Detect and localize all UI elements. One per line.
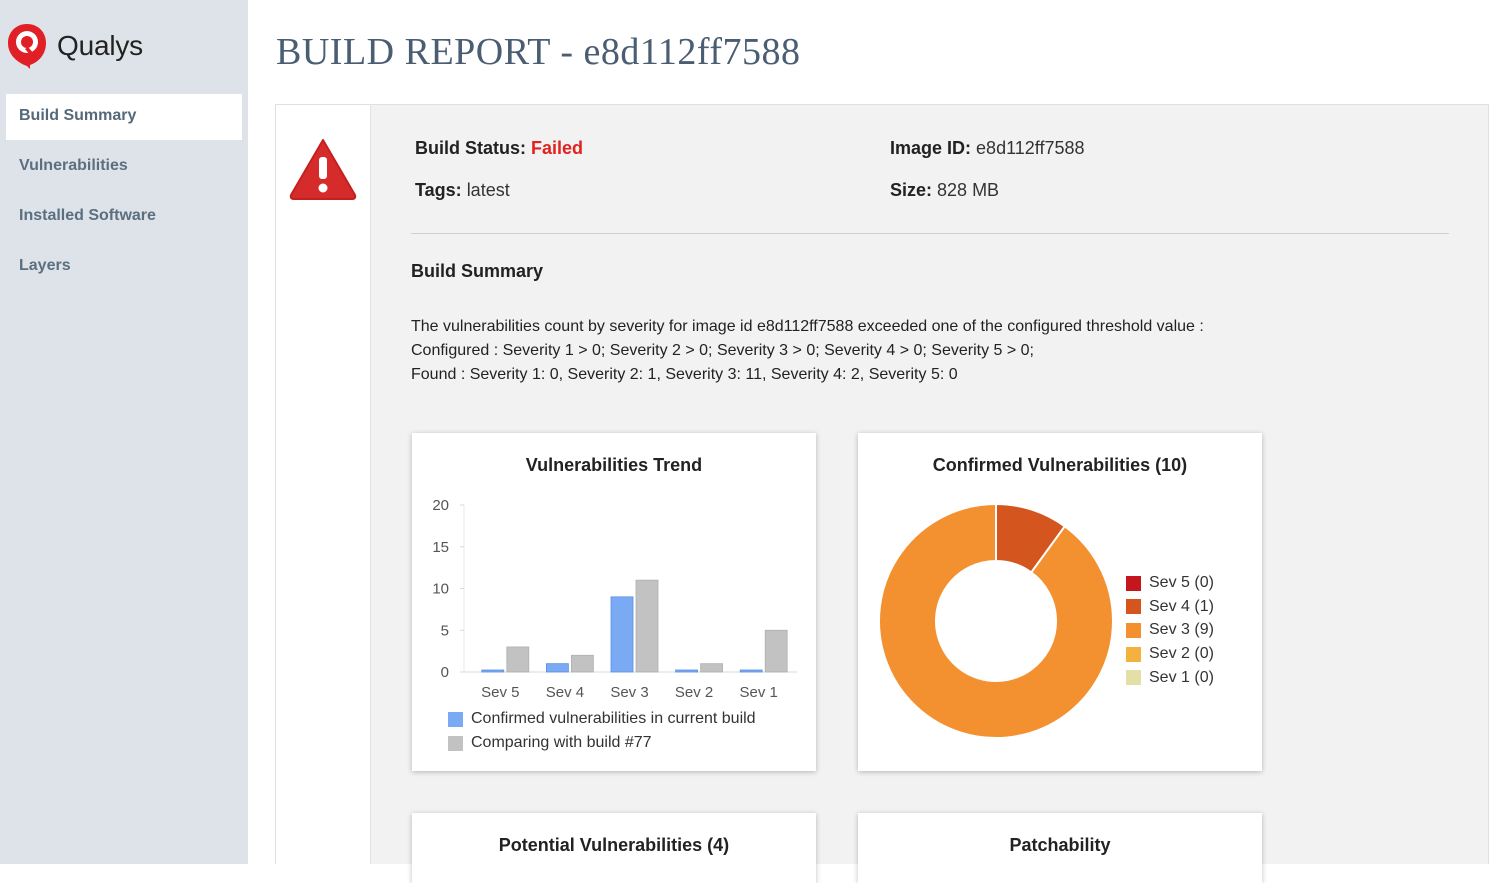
legend-label: Sev 2 (0): [1149, 645, 1214, 663]
sidebar-item-build-summary[interactable]: Build Summary: [6, 94, 242, 140]
legend-label: Sev 5 (0): [1149, 574, 1214, 591]
page-title: BUILD REPORT - e8d112ff7588: [276, 31, 801, 73]
bar-current-sev-5[interactable]: [481, 669, 505, 673]
image-id-label: Image ID:: [890, 138, 972, 158]
sidebar-item-installed-software[interactable]: Installed Software: [19, 207, 156, 224]
sidebar-item-vulnerabilities[interactable]: Vulnerabilities: [19, 157, 128, 174]
bar-comparison-sev-4[interactable]: [570, 654, 594, 673]
legend-swatch-current: [448, 711, 463, 727]
donut-legend-item-sev-4[interactable]: Sev 4 (1): [1126, 598, 1214, 616]
bar-current-sev-4[interactable]: [545, 663, 569, 673]
divider: [411, 233, 1449, 234]
potential-vulnerabilities-card: Potential Vulnerabilities (4): [412, 813, 816, 883]
legend-label-current: Confirmed vulnerabilities in current bui…: [471, 710, 756, 727]
vulnerabilities-trend-title: Vulnerabilities Trend: [525, 455, 703, 475]
bar-current-sev-1[interactable]: [739, 669, 763, 673]
size-label: Size:: [890, 180, 933, 200]
confirmed-vulnerabilities-donut: [878, 502, 1114, 739]
size-value: 828 MB: [937, 180, 1000, 200]
qualys-logo[interactable]: Qualys: [6, 22, 143, 70]
bar-current-sev-2[interactable]: [675, 669, 699, 673]
image-size: Size: 828 MB: [890, 180, 999, 201]
donut-legend-item-sev-5[interactable]: Sev 5 (0): [1126, 574, 1214, 592]
sidebar-nav: Build Summary Vulnerabilities Installed …: [6, 94, 242, 294]
build-status-value: Failed: [531, 138, 584, 158]
tags-value: latest: [466, 180, 510, 200]
bar-comparison-sev-2[interactable]: [700, 663, 724, 673]
donut-slice-sev-3[interactable]: [878, 502, 1114, 739]
confirmed-vulnerabilities-title: Confirmed Vulnerabilities (10): [932, 455, 1188, 475]
bar-comparison-sev-3[interactable]: [635, 579, 659, 673]
patchability-title: Patchability: [1009, 835, 1111, 855]
warning-icon: [289, 139, 357, 200]
x-tick-label: Sev 5: [481, 684, 519, 701]
y-tick-label: 20: [432, 497, 449, 514]
donut-legend-item-sev-2[interactable]: Sev 2 (0): [1126, 645, 1214, 663]
legend-swatch: [1126, 670, 1141, 686]
legend-label: Sev 4 (1): [1149, 597, 1214, 615]
summary-line-configured: Configured : Severity 1 > 0; Severity 2 …: [411, 342, 1034, 359]
legend-swatch: [1126, 575, 1141, 591]
status-icon-column: [276, 105, 371, 864]
build-status-label: Build Status:: [415, 138, 526, 158]
legend-item-comparison-build[interactable]: Comparing with build #77: [448, 734, 652, 752]
image-id-value: e8d112ff7588: [976, 138, 1085, 158]
patchability-card: Patchability: [858, 813, 1262, 883]
vulnerabilities-trend-card: Vulnerabilities Trend 0 5 10 15 20 Sev 5 Sev 4…: [412, 433, 816, 771]
legend-label: Sev 3 (9): [1149, 621, 1214, 639]
summary-line-threshold: The vulnerabilities count by severity fo…: [411, 318, 1204, 335]
build-tags: Tags: latest: [415, 180, 510, 201]
summary-line-found: Found : Severity 1: 0, Severity 2: 1, Se…: [411, 366, 958, 383]
tags-label: Tags:: [415, 180, 462, 200]
legend-label-comparison: Comparing with build #77: [471, 734, 652, 751]
legend-swatch-comparison: [448, 735, 463, 751]
sidebar: Qualys Build Summary Vulnerabilities Ins…: [0, 0, 248, 864]
legend-label: Sev 1 (0): [1149, 668, 1214, 686]
build-summary-text: The vulnerabilities count by severity fo…: [411, 315, 1204, 387]
x-tick-label: Sev 2: [675, 684, 713, 701]
build-details: Build Status: Failed Tags: latest Image …: [371, 105, 1488, 883]
build-status: Build Status: Failed: [415, 138, 583, 159]
build-summary-heading: Build Summary: [411, 261, 544, 281]
y-tick-label: 10: [432, 581, 449, 598]
build-report-panel: Build Status: Failed Tags: latest Image …: [275, 104, 1489, 883]
image-id: Image ID: e8d112ff7588: [890, 138, 1085, 159]
bar-comparison-sev-1[interactable]: [764, 629, 788, 673]
donut-legend-item-sev-1[interactable]: Sev 1 (0): [1126, 669, 1214, 687]
legend-swatch: [1126, 599, 1141, 615]
qualys-logo-icon: [8, 24, 46, 69]
potential-vulnerabilities-title: Potential Vulnerabilities (4): [498, 835, 730, 855]
x-tick-label: Sev 1: [740, 684, 778, 701]
legend-item-current-build[interactable]: Confirmed vulnerabilities in current bui…: [448, 710, 756, 728]
y-tick-label: 15: [432, 539, 449, 556]
donut-legend-item-sev-3[interactable]: Sev 3 (9): [1126, 621, 1214, 639]
x-tick-label: Sev 3: [610, 684, 648, 701]
vulnerabilities-trend-chart: 0 5 10 15 20 Sev 5 Sev 4 Sev 3 Sev 2 Sev 1: [432, 497, 797, 701]
legend-swatch: [1126, 646, 1141, 662]
sidebar-item-layers[interactable]: Layers: [19, 257, 71, 274]
confirmed-vulnerabilities-card: Confirmed Vulnerabilities (10) Sev 5 (0)…: [858, 433, 1262, 771]
y-tick-label: 0: [441, 664, 449, 681]
y-tick-label: 5: [441, 622, 449, 639]
brand-name: Qualys: [57, 30, 143, 61]
x-tick-label: Sev 4: [546, 684, 584, 701]
bar-comparison-sev-5[interactable]: [506, 646, 530, 673]
legend-swatch: [1126, 622, 1141, 638]
bar-current-sev-3[interactable]: [610, 596, 634, 673]
